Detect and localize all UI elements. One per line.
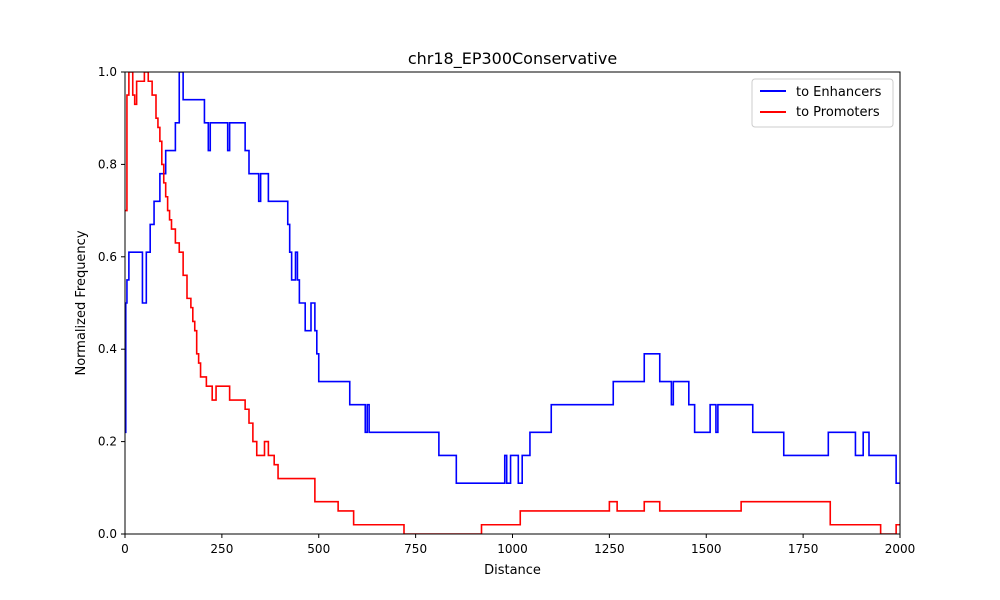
series-line-promoters <box>125 72 900 534</box>
x-tick-label: 1250 <box>594 542 625 556</box>
y-tick-label: 1.0 <box>98 65 117 79</box>
y-tick-label: 0.8 <box>98 157 117 171</box>
x-axis-label: Distance <box>484 563 541 578</box>
y-tick-label: 0.2 <box>98 435 117 449</box>
y-tick-label: 0.4 <box>98 342 117 356</box>
y-tick-label: 0.0 <box>98 527 117 541</box>
x-tick-label: 750 <box>404 542 427 556</box>
x-tick-label: 2000 <box>885 542 916 556</box>
x-tick-label: 250 <box>210 542 233 556</box>
legend-box <box>751 78 894 128</box>
x-axis: 0 250 500 750 1000 1250 1500 1750 2000 <box>121 534 915 556</box>
x-tick-label: 1500 <box>691 542 722 556</box>
x-tick-label: 500 <box>307 542 330 556</box>
series-line-enhancers <box>125 72 900 484</box>
x-tick-label: 1000 <box>497 542 528 556</box>
legend: to Enhancers to Promoters <box>751 78 894 128</box>
legend-label-enhancers: to Enhancers <box>796 85 882 100</box>
x-tick-label: 0 <box>121 542 129 556</box>
legend-label-promoters: to Promoters <box>796 105 880 120</box>
series-layer <box>125 72 900 534</box>
y-tick-label: 0.6 <box>98 250 117 264</box>
chart-title: chr18_EP300Conservative <box>408 49 617 69</box>
x-tick-label: 1750 <box>788 542 819 556</box>
y-axis-label: Normalized Frequency <box>74 230 89 375</box>
y-axis: 0.0 0.2 0.4 0.6 0.8 1.0 <box>98 65 125 541</box>
